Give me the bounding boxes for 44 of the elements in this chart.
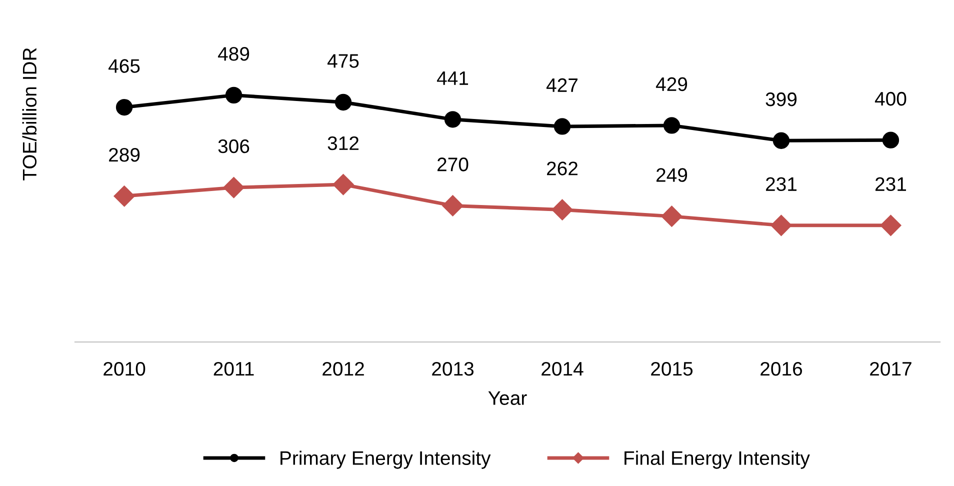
point [442, 195, 464, 216]
point [554, 118, 571, 135]
point [552, 199, 573, 220]
data-label: 306 [218, 139, 250, 154]
point [116, 98, 133, 116]
legend-label: Final Energy Intensity [624, 450, 810, 469]
x-tick-label: 2015 [651, 362, 693, 376]
legend-label: Primary Energy Intensity [280, 450, 491, 469]
data-label: 441 [436, 71, 468, 85]
point [223, 177, 244, 198]
data-label: 312 [328, 136, 359, 150]
data-label: 429 [656, 77, 688, 92]
data-label: 262 [547, 162, 578, 176]
point [444, 111, 462, 128]
x-tick-label: 2013 [432, 362, 474, 376]
point [334, 94, 352, 111]
data-label: 399 [766, 92, 797, 106]
data-label: 475 [327, 54, 359, 68]
data-label: 400 [874, 92, 906, 106]
x-tick-label: 2012 [322, 362, 364, 376]
x-tick-label: 2017 [870, 362, 912, 376]
x-axis-title: Year [488, 391, 527, 405]
x-tick-label: 2016 [760, 362, 802, 376]
data-label: 465 [108, 59, 140, 73]
data-label: 249 [656, 168, 688, 182]
x-tick-label: 2011 [214, 362, 254, 376]
data-label: 231 [766, 177, 797, 192]
point [882, 132, 900, 148]
point [772, 132, 790, 149]
point [225, 86, 242, 104]
point [332, 174, 354, 196]
point [663, 117, 680, 134]
data-label: 289 [109, 148, 140, 162]
point [114, 186, 135, 207]
y-axis-title: TOE/billion IDR [22, 48, 37, 180]
data-label: 231 [875, 177, 906, 192]
point [770, 214, 792, 236]
data-label: 270 [438, 158, 468, 172]
point [661, 206, 682, 227]
data-label: 427 [546, 78, 578, 92]
data-label: 489 [218, 47, 250, 61]
x-tick-label: 2014 [542, 362, 584, 376]
x-tick-label: 2010 [104, 362, 146, 376]
point [880, 214, 902, 236]
